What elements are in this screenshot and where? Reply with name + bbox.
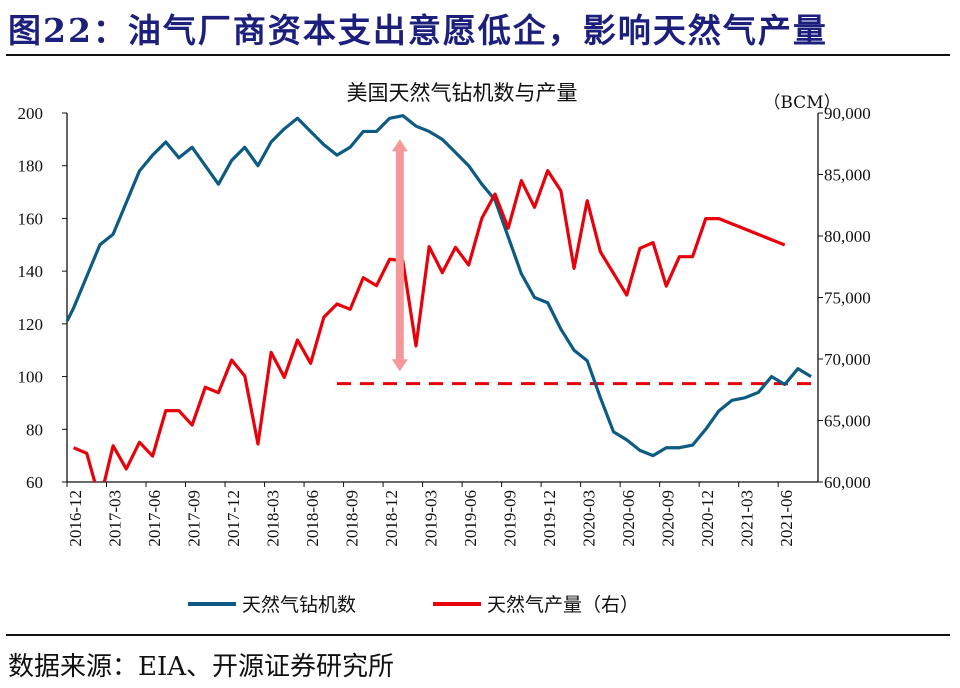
left-tick-label: 180 [18, 157, 44, 176]
x-tick-label: 2021-03 [738, 490, 757, 547]
x-tick-label: 2019-03 [422, 490, 441, 547]
x-tick-label: 2020-09 [659, 490, 678, 547]
source-note: 数据来源：EIA、开源证券研究所 [8, 652, 395, 682]
right-tick-label: 60,000 [824, 473, 871, 492]
x-tick-label: 2021-06 [777, 490, 796, 547]
right-tick-label: 85,000 [824, 166, 871, 185]
x-tick-label: 2016-12 [66, 490, 85, 547]
left-tick-label: 100 [18, 368, 44, 387]
x-tick-label: 2020-06 [619, 490, 638, 547]
x-tick-label: 2019-12 [540, 490, 559, 547]
legend: 天然气钻机数 天然气产量（右） [188, 594, 639, 616]
left-tick-label: 60 [26, 473, 43, 492]
left-tick-label: 160 [18, 209, 44, 228]
arrow-head-up [391, 139, 408, 152]
x-tick-label: 2017-09 [185, 490, 204, 547]
left-tick-label: 120 [18, 315, 44, 334]
legend-label-rigs: 天然气钻机数 [242, 594, 356, 616]
title-divider [6, 54, 950, 56]
x-tick-label: 2020-03 [580, 490, 599, 547]
x-tick-label: 2017-06 [145, 490, 164, 547]
left-tick-label: 200 [18, 104, 44, 123]
x-tick-label: 2018-06 [303, 490, 322, 547]
source-divider [6, 634, 950, 636]
x-tick-label: 2020-12 [698, 490, 717, 547]
right-axis-unit: （BCM） [763, 93, 840, 113]
right-tick-label: 70,000 [824, 350, 871, 369]
arrow-head-down [391, 359, 408, 372]
chart-title: 美国天然气钻机数与产量 [347, 81, 578, 105]
right-tick-label: 80,000 [824, 227, 871, 246]
x-tick-label: 2017-12 [224, 490, 243, 547]
x-tick-label: 2018-12 [382, 490, 401, 547]
x-tick-label: 2018-03 [264, 490, 283, 547]
figure-title: 图22：油气厂商资本支出意愿低企，影响天然气产量 [8, 11, 828, 50]
right-tick-label: 75,000 [824, 289, 871, 308]
x-tick-label: 2019-09 [501, 490, 520, 547]
x-tick-label: 2019-06 [461, 490, 480, 547]
x-tick-label: 2017-03 [106, 490, 125, 547]
annotation-arrow [391, 139, 408, 372]
left-tick-label: 80 [26, 420, 43, 439]
production-line [72, 169, 786, 482]
rigs-line [65, 114, 812, 458]
legend-label-production: 天然气产量（右） [487, 594, 639, 616]
right-tick-label: 65,000 [824, 412, 871, 431]
right-tick-label: 90,000 [824, 104, 871, 123]
left-tick-label: 140 [18, 262, 44, 281]
x-tick-label: 2018-09 [343, 490, 362, 547]
arrow-shaft [395, 149, 404, 362]
